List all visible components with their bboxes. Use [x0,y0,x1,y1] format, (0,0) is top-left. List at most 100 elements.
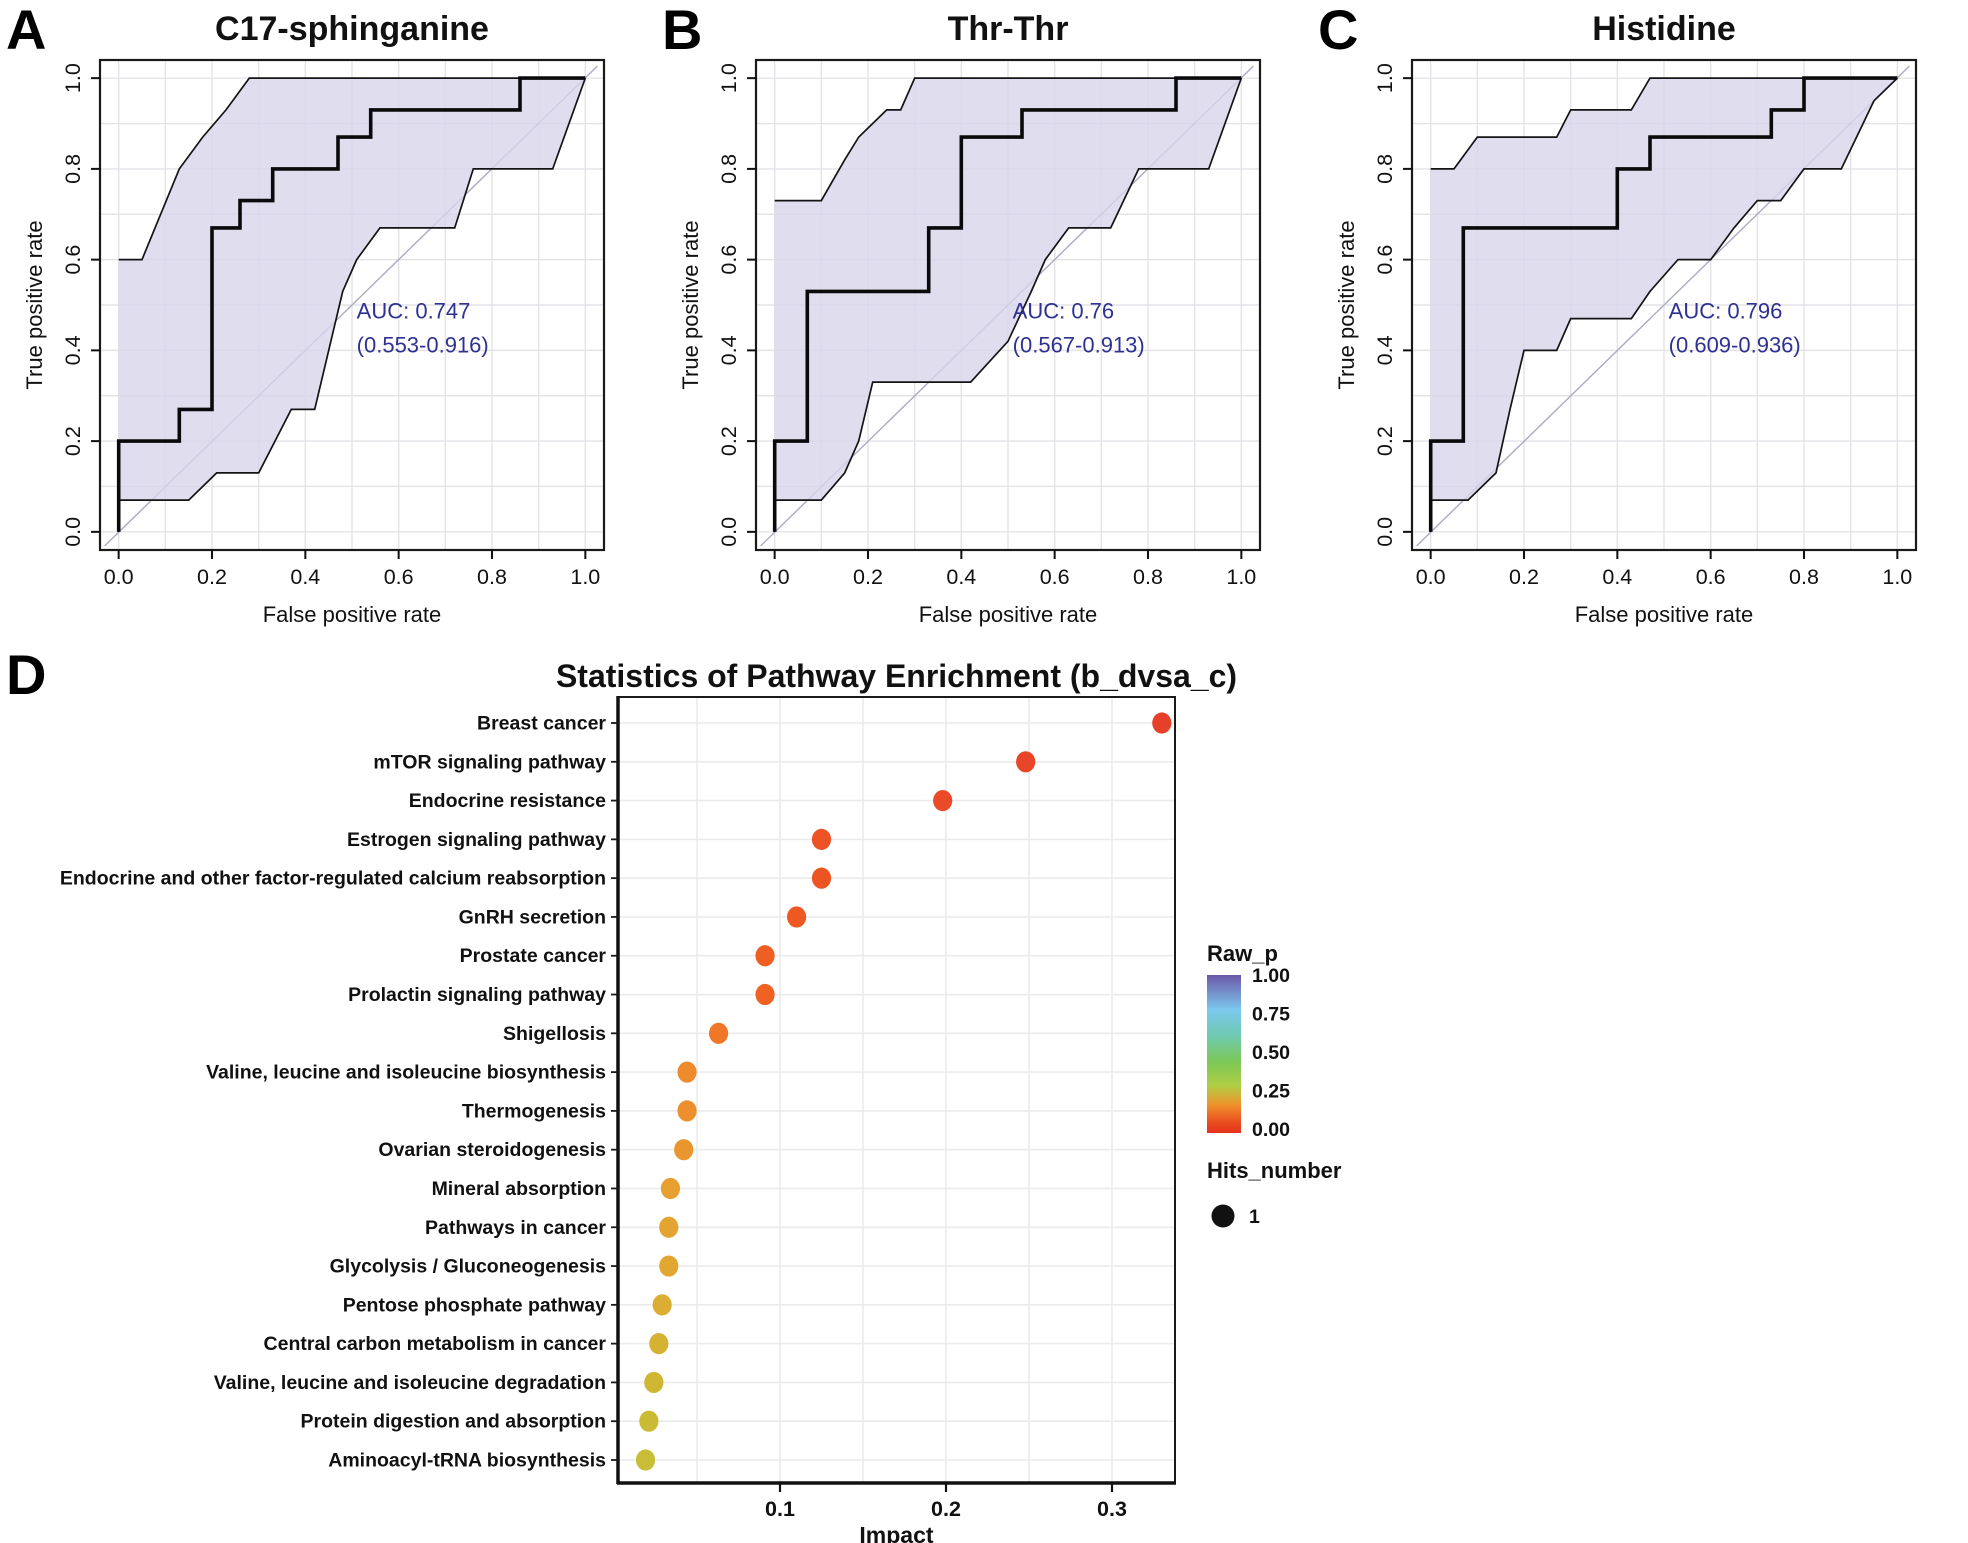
x-tick-label: 1.0 [1226,565,1256,589]
ci-upper-line [774,77,1242,202]
chart-title: Statistics of Pathway Enrichment (b_dvsa… [556,658,1237,694]
pathway-dot [755,983,775,1006]
y-tick-label: 0.2 [61,426,85,456]
x-tick-label: 0.6 [1696,565,1726,589]
panel-letter-d: D [6,643,47,706]
pathway-label: Prolactin signaling pathway [348,984,606,1006]
pathway-label: Ovarian steroidogenesis [378,1139,606,1161]
roc-curve [116,76,586,532]
legend-rawp-label: 0.25 [1252,1081,1290,1103]
y-tick-label: 1.0 [1373,63,1397,93]
legend-rawp-gradient-bar [1207,975,1241,1133]
y-tick-label: 0.6 [1373,245,1397,275]
y-tick-label: 0.8 [1373,154,1397,184]
x-tick-label: 0.8 [1133,565,1163,589]
pathway-label: Valine, leucine and isoleucine biosynthe… [206,1062,606,1084]
x-tick-label: 0.2 [197,565,227,589]
pathway-label: Endocrine resistance [409,790,606,812]
pathway-dot [933,789,953,812]
x-tick-label: 0.6 [1040,565,1070,589]
x-tick-label: 0.2 [1509,565,1539,589]
roc-chart-c17-sphinganine: 0.0 0.0 0.2 0.2 0.4 0.4 0.6 0.6 0.8 0.8 1.0 1.0 C17-… [22,10,606,627]
pathway-label: Mineral absorption [432,1178,606,1200]
x-tick-label: 0.2 [931,1497,961,1521]
y-tick-label: 0.8 [61,154,85,184]
pathway-label: Glycolysis / Gluconeogenesis [330,1256,607,1278]
pathway-label: Aminoacyl-tRNA biosynthesis [328,1450,606,1472]
x-tick-label: 1.0 [1882,565,1912,589]
pathway-dot [677,1100,697,1122]
y-tick-label: 0.8 [717,154,741,184]
pathway-label: Thermogenesis [462,1100,606,1122]
x-tick-label: 0.4 [946,565,976,589]
y-tick-label: 0.6 [717,245,741,275]
auc-value: AUC: 0.796 [1669,299,1783,324]
x-tick-label: 0.4 [1602,565,1632,589]
legend-hits-title: Hits_number [1207,1158,1342,1183]
pathway-dot [639,1410,659,1432]
panel-letter-a: A [6,0,47,61]
roc-panel-thr-thr: B 0.0 0.0 0.2 0.2 0.4 0.4 0.6 0.6 0.8 0.8 1.0 1.0 Th… [656,0,1312,645]
pathway-label: Pathways in cancer [425,1217,606,1239]
pathway-dot [635,1449,656,1471]
pathway-label: Endocrine and other factor-regulated cal… [60,868,606,890]
y-tick-label: 0.0 [61,517,85,547]
panel-title: Histidine [1592,10,1736,48]
x-tick-label: 0.8 [1789,565,1819,589]
ci-lower-line [1430,77,1898,501]
pathway-label: Shigellosis [503,1023,606,1045]
y-tick-label: 0.2 [717,426,741,456]
ci-lower-line [118,77,587,501]
confidence-band [1430,78,1898,501]
pathway-label: GnRH secretion [459,906,606,928]
y-tick-label: 1.0 [61,63,85,93]
y-tick-label: 0.2 [1373,426,1397,456]
auc-ci: (0.609-0.936) [1669,333,1801,358]
pathway-dot [659,1216,679,1238]
panel-title: Thr-Thr [948,10,1069,48]
pathway-label: Protein digestion and absorption [300,1411,606,1433]
pathway-label: Prostate cancer [460,945,607,967]
pathway-dot [652,1294,672,1316]
ci-lower-line [774,77,1243,501]
y-tick-label: 0.0 [717,517,741,547]
confidence-band [774,78,1242,501]
x-axis-label: Impact [859,1522,933,1543]
panel-letter-b: B [662,0,703,61]
y-tick-label: 0.4 [1373,335,1397,365]
pathway-dot [677,1061,697,1083]
plot-border [98,58,606,552]
auc-value: AUC: 0.747 [357,299,471,324]
pathway-dot [811,867,832,889]
legend-rawp-label: 1.00 [1252,965,1290,987]
pathway-dot [787,906,807,928]
pathway-enrichment-chart: Breast cancer mTOR signaling pathway Endoc… [60,658,1342,1543]
legend-rawp-label: 0.00 [1252,1119,1290,1141]
pathway-dot [1152,712,1172,734]
pathway-label: Pentose phosphate pathway [343,1294,606,1316]
auc-ci: (0.553-0.916) [357,333,489,358]
auc-value: AUC: 0.76 [1013,299,1115,324]
legend-rawp-title: Raw_p [1207,941,1278,966]
roc-curve [772,76,1242,532]
y-axis-label: True positive rate [1334,220,1359,389]
ci-upper-line [118,77,586,261]
roc-row: A 0.0 0.0 0.2 0.2 0.4 0.4 0.6 0.6 0.8 0.8 1.0 1.0 C1… [0,0,1968,645]
y-tick-label: 0.4 [61,335,85,365]
x-tick-label: 0.1 [765,1497,795,1521]
plot-border [1410,58,1918,552]
pathway-dot [755,945,775,967]
x-axis-label: False positive rate [263,602,442,627]
y-tick-label: 1.0 [717,63,741,93]
y-axis-label: True positive rate [22,220,47,389]
x-tick-label: 0.4 [290,565,320,589]
pathway-dot [674,1139,694,1161]
pathway-dot [708,1022,729,1044]
x-axis-label: False positive rate [1575,602,1754,627]
y-tick-label: 0.6 [61,245,85,275]
pathway-dot [649,1333,669,1355]
pathway-dot [644,1371,664,1394]
roc-panel-c17-sphinganine: A 0.0 0.0 0.2 0.2 0.4 0.4 0.6 0.6 0.8 0.8 1.0 1.0 C1… [0,0,656,645]
pathway-label: Central carbon metabolism in cancer [264,1333,607,1355]
